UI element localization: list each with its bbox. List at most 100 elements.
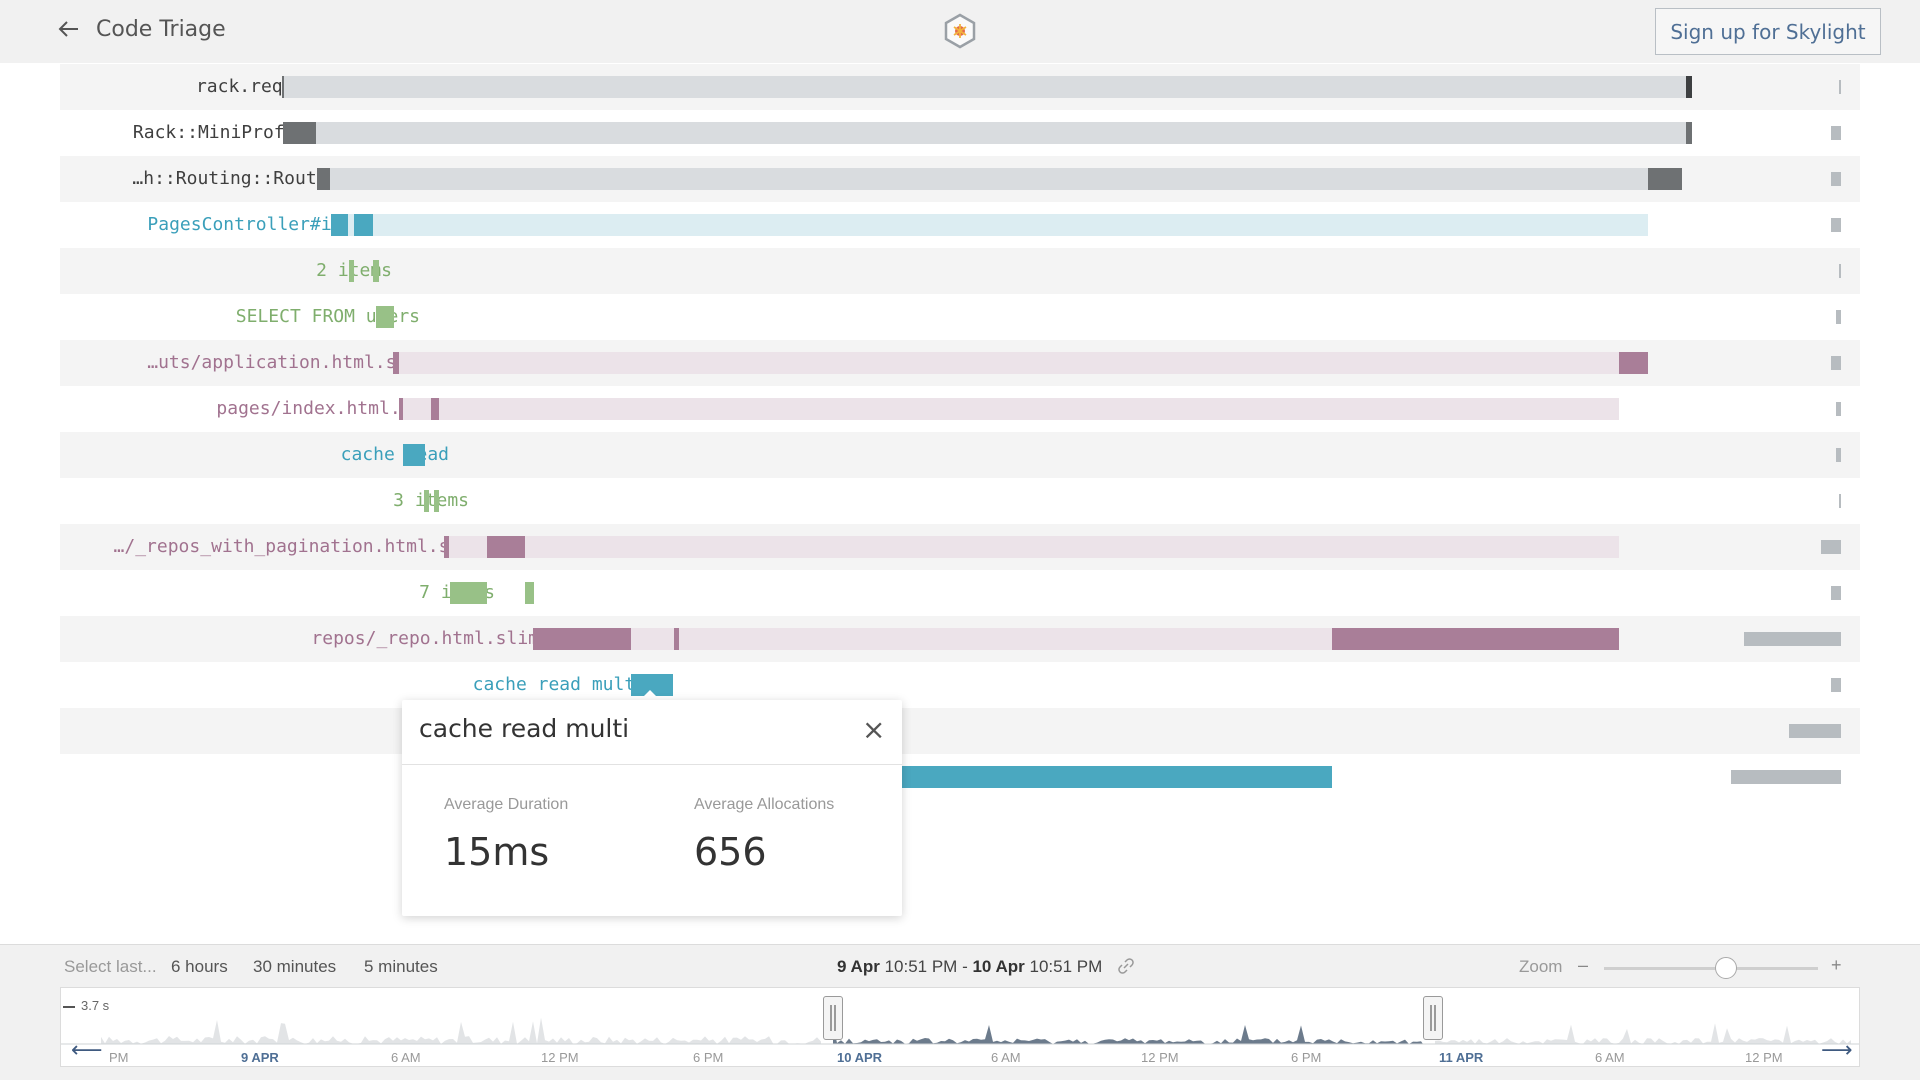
timeline-tick-label: 6 PM: [1291, 1050, 1322, 1065]
trace-row-rack-request[interactable]: rack.request: [60, 64, 1860, 110]
range-end-handle[interactable]: [1423, 996, 1443, 1040]
range-separator: -: [962, 957, 968, 976]
timeline-tick-label: 6 PM: [693, 1050, 724, 1065]
timeline-tick-label: 9 APR: [241, 1050, 279, 1065]
trace-waterfall: rack.request Rack::MiniProfiler …h::Rout…: [60, 64, 1860, 944]
trace-bar: [317, 168, 330, 190]
popup-divider: [402, 764, 902, 765]
trace-bar: [444, 536, 449, 558]
trace-bar: [316, 122, 1686, 144]
trace-row-label: cache read multi: [472, 674, 646, 695]
trace-row-pages-controller[interactable]: PagesController#index: [60, 202, 1860, 248]
trace-row-7-items[interactable]: 7 items: [60, 570, 1860, 616]
close-icon[interactable]: ×: [862, 713, 886, 746]
trace-bar: [349, 260, 354, 282]
timeline-tick-label: 12 PM: [541, 1050, 579, 1065]
trace-row-label: PagesController#index: [147, 214, 375, 235]
range-end-day: 10 Apr: [972, 957, 1025, 976]
trace-bar: [373, 260, 379, 282]
sparkline-area: [833, 1023, 1423, 1044]
timeline-sparkline[interactable]: 3.7 s PM 9 APR 6 AM 12 PM 6 PM 10 APR 6 AM 12 P…: [60, 987, 1860, 1067]
range-start-handle[interactable]: [823, 996, 843, 1040]
zoom-label: Zoom: [1519, 957, 1563, 976]
timeline-tick-label: 6 AM: [1595, 1050, 1625, 1065]
trace-bar: [1332, 628, 1619, 650]
trace-row-cache-read-multi[interactable]: cache read multi: [60, 662, 1860, 708]
trace-row-2-items[interactable]: 2 items: [60, 248, 1860, 294]
trace-side-mark: [1789, 724, 1841, 738]
timeline-forward-arrow-icon[interactable]: ⟶: [1821, 1038, 1853, 1063]
trace-row-pages-index-slim[interactable]: pages/index.html.slim: [60, 386, 1860, 432]
max-value-marker: [63, 1006, 75, 1008]
timeline-back-arrow-icon[interactable]: ⟵: [71, 1038, 103, 1063]
trace-row-repo-slim[interactable]: repos/_repo.html.slim: [60, 616, 1860, 662]
back-arrow-icon[interactable]: [56, 16, 82, 42]
trace-bar: [1686, 76, 1692, 98]
trace-side-mark: [1821, 540, 1841, 554]
trace-bar: [525, 582, 534, 604]
time-range: 9 Apr 10:51 PM - 10 Apr 10:51 PM: [837, 957, 1102, 977]
trace-row-label: repos/_repo.html.slim: [311, 628, 539, 649]
popup-caret: [640, 690, 660, 700]
trace-bar: [431, 398, 439, 420]
trace-bar: [403, 444, 425, 466]
trace-side-mark: [1831, 678, 1841, 692]
trace-bar: [403, 398, 1619, 420]
zoom-out-button[interactable]: –: [1578, 955, 1589, 975]
max-value-label: 3.7 s: [81, 998, 110, 1013]
trace-side-mark: [1839, 264, 1841, 278]
sparkline-area: [1435, 1023, 1851, 1044]
top-header: Code Triage Sign up for Skylight: [0, 0, 1920, 63]
zoom-in-button[interactable]: +: [1831, 955, 1842, 975]
trace-row-hidden-2[interactable]: [60, 754, 1860, 800]
zoom-slider-track[interactable]: [1604, 967, 1818, 970]
trace-bar: [393, 352, 399, 374]
trace-row-label: pages/index.html.slim: [216, 398, 444, 419]
link-icon[interactable]: [1117, 957, 1135, 975]
popup-title: cache read multi: [419, 714, 630, 743]
trace-row-label: …h::Routing::RouteSet: [132, 168, 360, 189]
zoom-slider-thumb[interactable]: [1714, 957, 1737, 979]
trace-row-repos-pagination-slim[interactable]: …/_repos_with_pagination.html.slim: [60, 524, 1860, 570]
trace-bar: [1648, 168, 1682, 190]
trace-bar: [1619, 352, 1648, 374]
trace-bar: [487, 536, 525, 558]
trace-row-label: …/_repos_with_pagination.html.slim: [113, 536, 482, 557]
avg-allocations-label: Average Allocations: [694, 796, 835, 813]
select-last-label: Select last...: [64, 957, 157, 976]
trace-bar: [282, 76, 284, 98]
trace-side-mark: [1836, 448, 1841, 462]
trace-side-mark: [1731, 770, 1841, 784]
trace-row-miniprofiler[interactable]: Rack::MiniProfiler: [60, 110, 1860, 156]
avg-allocations-value: 656: [694, 830, 767, 874]
trace-side-mark: [1831, 586, 1841, 600]
range-end-time: 10:51 PM: [1029, 957, 1103, 976]
trace-row-routeset[interactable]: …h::Routing::RouteSet: [60, 156, 1860, 202]
trace-row-label: cache read: [340, 444, 449, 465]
app-title[interactable]: Code Triage: [96, 17, 226, 42]
trace-side-mark: [1831, 356, 1841, 370]
skylight-logo-icon: [944, 13, 976, 49]
preset-5-minutes[interactable]: 5 minutes: [364, 957, 438, 976]
timeline-tick-label: 11 APR: [1439, 1050, 1484, 1065]
trace-side-mark: [1831, 126, 1841, 140]
signup-button[interactable]: Sign up for Skylight: [1655, 8, 1881, 55]
trace-bar: [354, 214, 373, 236]
trace-side-mark: [1831, 172, 1841, 186]
trace-row-hidden-1[interactable]: [60, 708, 1860, 754]
timeline-tick-label: 6 AM: [391, 1050, 421, 1065]
trace-row-cache-read[interactable]: cache read: [60, 432, 1860, 478]
trace-side-mark: [1744, 632, 1841, 646]
trace-row-application-slim[interactable]: …uts/application.html.slim: [60, 340, 1860, 386]
trace-row-select-users[interactable]: SELECT FROM users: [60, 294, 1860, 340]
preset-6-hours[interactable]: 6 hours: [171, 957, 228, 976]
trace-bar: [330, 168, 1648, 190]
avg-duration-value: 15ms: [444, 830, 550, 874]
trace-bar: [399, 352, 1619, 374]
preset-30-minutes[interactable]: 30 minutes: [253, 957, 337, 976]
trace-bar: [900, 766, 1332, 788]
trace-side-mark: [1836, 310, 1841, 324]
trace-row-label: 2 items: [316, 260, 392, 281]
timeline-tick-label: 10 APR: [837, 1050, 883, 1065]
trace-row-3-items[interactable]: 3 items: [60, 478, 1860, 524]
